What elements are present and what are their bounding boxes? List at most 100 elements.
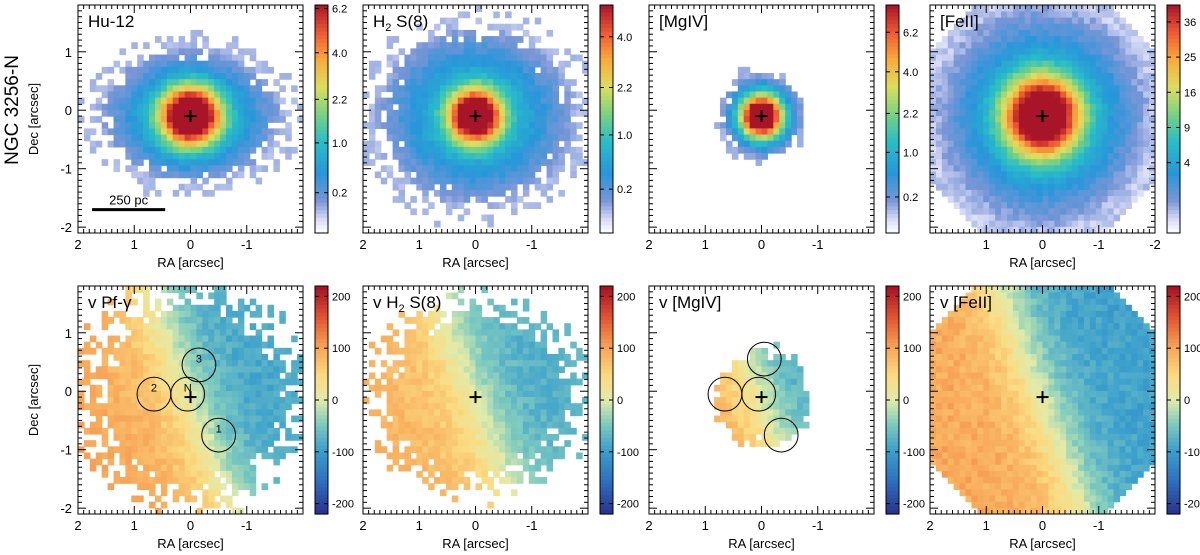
map-pixel <box>137 347 144 355</box>
map-pixel <box>125 477 132 484</box>
map-pixel <box>220 347 227 355</box>
map-pixel <box>89 140 97 148</box>
map-pixel <box>1137 85 1144 93</box>
map-pixel <box>208 79 215 86</box>
map-pixel <box>791 109 798 117</box>
map-pixel <box>1125 189 1132 197</box>
map-pixel <box>767 97 774 105</box>
map-pixel <box>1042 73 1050 80</box>
map-pixel <box>1131 66 1138 74</box>
map-pixel <box>1042 85 1050 93</box>
map-pixel <box>143 415 150 423</box>
map-pixel <box>522 73 530 80</box>
map-pixel <box>953 103 961 111</box>
map-pixel <box>1012 73 1020 80</box>
map-pixel <box>1030 17 1038 25</box>
map-pixel <box>428 183 435 191</box>
map-pixel <box>989 85 996 93</box>
map-pixel <box>404 146 411 154</box>
map-pixel <box>522 60 530 68</box>
map-pixel <box>1101 73 1109 80</box>
map-pixel <box>971 171 978 179</box>
map-pixel <box>374 171 382 179</box>
map-pixel <box>178 171 186 179</box>
map-pixel <box>107 85 115 93</box>
map-pixel <box>113 403 121 410</box>
map-pixel <box>125 434 132 441</box>
map-pixel <box>220 85 227 93</box>
map-pixel <box>1048 103 1055 111</box>
map-pixel <box>190 470 198 478</box>
map-pixel <box>582 66 588 74</box>
map-pixel <box>505 140 512 148</box>
map-pixel <box>178 366 186 374</box>
map-pixel <box>131 116 138 123</box>
map-pixel <box>1042 183 1050 191</box>
map-pixel <box>1125 140 1132 148</box>
map-pixel <box>983 11 990 19</box>
map-pixel <box>95 415 103 423</box>
map-pixel <box>439 42 447 49</box>
map-pixel <box>172 109 180 117</box>
map-pixel <box>1072 42 1079 49</box>
map-pixel <box>273 366 280 374</box>
map-pixel <box>1006 214 1014 222</box>
map-pixel <box>208 470 215 478</box>
colorbar-segment <box>1167 172 1180 177</box>
map-pixel <box>570 146 577 154</box>
map-pixel <box>184 415 192 423</box>
map-pixel <box>1072 189 1079 197</box>
map-pixel <box>1018 66 1026 74</box>
map-pixel <box>249 464 257 472</box>
map-pixel <box>511 36 518 43</box>
map-pixel <box>971 183 978 191</box>
map-pixel <box>113 103 121 111</box>
map-pixel <box>267 341 274 349</box>
map-pixel <box>410 177 417 185</box>
map-pixel <box>392 36 400 43</box>
map-pixel <box>983 66 990 74</box>
map-pixel <box>416 171 423 179</box>
map-pixel <box>445 128 453 136</box>
map-pixel <box>1060 29 1067 37</box>
map-pixel <box>214 91 221 99</box>
map-pixel <box>1066 36 1073 43</box>
map-pixel <box>231 366 239 374</box>
map-pixel <box>214 366 221 374</box>
map-pixel <box>231 347 239 355</box>
map-pixel <box>534 17 542 25</box>
map-pixel <box>540 97 548 105</box>
map-pixel <box>749 97 757 105</box>
colorbar-segment <box>600 31 613 36</box>
map-pixel <box>113 470 121 478</box>
map-pixel <box>1006 85 1014 93</box>
map-pixel <box>143 153 150 160</box>
map-pixel <box>1036 29 1044 37</box>
map-pixel <box>1101 48 1109 56</box>
map-pixel <box>149 347 156 355</box>
map-pixel <box>273 116 280 123</box>
map-pixel <box>1143 66 1150 74</box>
map-pixel <box>1119 202 1126 209</box>
map-pixel <box>534 153 542 160</box>
map-pixel <box>125 390 132 398</box>
map-pixel <box>273 109 280 117</box>
map-pixel <box>1012 54 1020 62</box>
map-pixel <box>1036 109 1044 117</box>
map-pixel <box>154 66 162 74</box>
map-pixel <box>125 323 132 330</box>
colorbar-segment <box>1167 100 1180 105</box>
map-pixel <box>137 66 144 74</box>
map-pixel <box>522 140 530 148</box>
map-pixel <box>410 153 417 160</box>
map-pixel <box>404 66 411 74</box>
map-pixel <box>1054 177 1061 185</box>
x-tick-label: -1 <box>812 237 824 252</box>
map-pixel <box>1083 36 1091 43</box>
map-pixel <box>1083 116 1091 123</box>
map-pixel <box>725 116 733 123</box>
panel-label: [MgIV] <box>659 12 708 31</box>
map-pixel <box>178 91 186 99</box>
map-pixel <box>166 421 174 429</box>
